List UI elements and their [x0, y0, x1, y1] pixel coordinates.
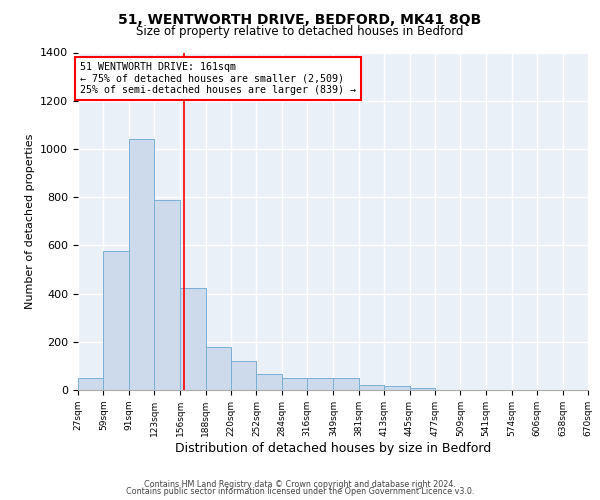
Text: Contains HM Land Registry data © Crown copyright and database right 2024.: Contains HM Land Registry data © Crown c… — [144, 480, 456, 489]
Text: 51 WENTWORTH DRIVE: 161sqm
← 75% of detached houses are smaller (2,509)
25% of s: 51 WENTWORTH DRIVE: 161sqm ← 75% of deta… — [80, 62, 356, 96]
Bar — [78, 378, 103, 390]
Text: Contains public sector information licensed under the Open Government Licence v3: Contains public sector information licen… — [126, 488, 474, 496]
Bar — [256, 374, 282, 390]
Bar — [384, 386, 410, 390]
Bar — [410, 388, 435, 390]
Bar — [154, 200, 179, 390]
Bar — [282, 378, 307, 390]
Bar — [307, 378, 332, 390]
Text: 51, WENTWORTH DRIVE, BEDFORD, MK41 8QB: 51, WENTWORTH DRIVE, BEDFORD, MK41 8QB — [118, 12, 482, 26]
Bar — [359, 384, 384, 390]
Bar — [181, 288, 206, 390]
Bar — [129, 140, 154, 390]
Bar — [103, 250, 129, 390]
X-axis label: Distribution of detached houses by size in Bedford: Distribution of detached houses by size … — [175, 442, 491, 454]
Text: Size of property relative to detached houses in Bedford: Size of property relative to detached ho… — [136, 25, 464, 38]
Bar — [206, 346, 231, 390]
Bar — [334, 378, 359, 390]
Y-axis label: Number of detached properties: Number of detached properties — [25, 134, 35, 309]
Bar — [231, 361, 256, 390]
